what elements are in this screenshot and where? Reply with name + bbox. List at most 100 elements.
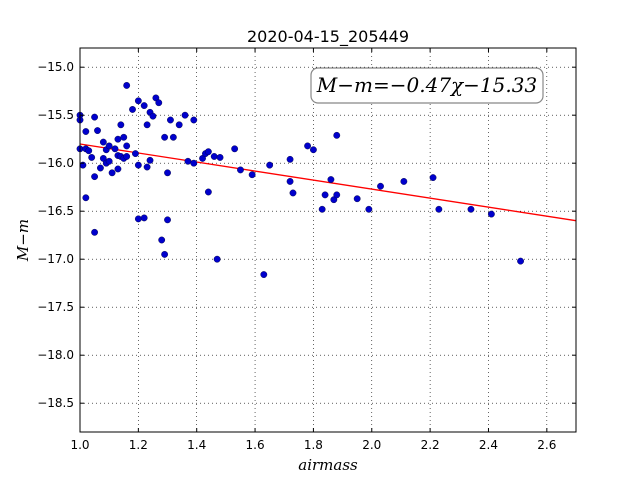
y-tick-label: −18.0	[37, 348, 74, 362]
data-point	[164, 216, 171, 224]
data-point	[140, 214, 148, 222]
data-point	[114, 135, 122, 143]
y-tick-label: −15.5	[37, 108, 74, 122]
y-tick-label: −17.5	[37, 300, 74, 314]
data-point	[429, 174, 437, 182]
data-point	[286, 178, 294, 185]
data-point	[97, 164, 104, 172]
x-tick-label: 1.8	[304, 438, 323, 452]
data-point	[167, 116, 174, 124]
data-point	[286, 155, 294, 163]
chart-title: 2020-04-15_205449	[247, 27, 409, 47]
data-point	[289, 189, 297, 197]
data-point	[143, 121, 151, 129]
data-point	[134, 215, 142, 223]
data-point	[164, 169, 171, 177]
y-tick-label: −17.0	[37, 252, 74, 266]
data-point	[143, 163, 151, 171]
data-point	[155, 99, 163, 107]
data-point	[321, 191, 329, 199]
y-tick-label: −18.5	[37, 396, 74, 410]
data-point	[161, 250, 169, 258]
data-point	[231, 145, 239, 153]
data-point	[88, 154, 96, 161]
x-tick-label: 2.0	[362, 438, 381, 452]
x-tick-label: 1.6	[246, 438, 265, 452]
data-point	[190, 159, 198, 167]
plot-frame	[79, 47, 577, 433]
data-point	[108, 169, 116, 177]
data-point	[140, 102, 148, 110]
data-point	[91, 113, 98, 121]
points-layer	[76, 82, 524, 278]
x-tick-label: 2.2	[421, 438, 440, 452]
data-point	[169, 133, 177, 141]
data-point	[91, 173, 98, 181]
data-point	[94, 127, 101, 134]
data-point	[114, 165, 122, 173]
data-point	[117, 121, 125, 129]
data-point	[377, 182, 384, 190]
data-point	[134, 97, 142, 105]
data-point	[204, 188, 212, 196]
grid-layer	[80, 48, 576, 432]
data-point	[123, 82, 131, 89]
fit-equation: M−m=−0.47χ−15.33	[316, 73, 537, 97]
data-point	[487, 210, 495, 218]
y-tick-label: −15.0	[37, 60, 74, 74]
data-point	[304, 142, 311, 150]
data-point	[327, 176, 335, 183]
data-point	[181, 111, 189, 119]
data-point	[216, 154, 224, 161]
fit-equation-box: M−m=−0.47χ−15.33	[310, 67, 544, 104]
data-point	[213, 255, 221, 263]
y-tick-label: −16.0	[37, 156, 74, 170]
x-axis-label: airmass	[298, 456, 358, 474]
data-point	[210, 153, 218, 160]
x-tick-label: 2.6	[537, 438, 556, 452]
data-point	[146, 156, 154, 164]
data-point	[248, 171, 256, 179]
data-point	[310, 146, 317, 154]
data-point	[111, 145, 119, 153]
data-point	[149, 112, 157, 120]
data-point	[123, 142, 131, 150]
data-point	[353, 195, 361, 203]
data-point	[237, 166, 244, 174]
data-point	[190, 116, 198, 124]
data-point	[400, 178, 408, 185]
data-point	[129, 106, 136, 113]
data-point	[99, 138, 107, 146]
data-point	[517, 257, 524, 265]
data-point	[266, 161, 274, 169]
data-point	[318, 205, 326, 213]
y-tick-label: −16.5	[37, 204, 74, 218]
x-tick-label: 2.4	[479, 438, 498, 452]
data-point	[105, 157, 113, 165]
data-point	[91, 228, 98, 236]
data-point	[333, 131, 341, 139]
data-point	[85, 147, 93, 155]
data-point	[333, 191, 341, 199]
data-point	[132, 150, 139, 158]
fit-line	[79, 143, 577, 222]
x-tick-label: 1.0	[70, 438, 89, 452]
data-point	[175, 121, 183, 129]
fit-equation-frame	[310, 67, 544, 104]
data-point	[161, 133, 169, 141]
data-point	[204, 148, 212, 156]
x-tick-label: 1.2	[129, 438, 148, 452]
fit-layer	[79, 143, 577, 222]
data-point	[120, 133, 128, 141]
data-point	[184, 157, 192, 165]
data-point	[105, 142, 113, 150]
data-point	[260, 271, 268, 278]
data-point	[82, 194, 90, 202]
data-point	[82, 128, 90, 135]
data-point	[435, 205, 443, 213]
x-tick-label: 1.4	[187, 438, 206, 452]
data-point	[365, 205, 373, 213]
ticks-layer: 1.0 1.2 1.4 1.6 1.8 2.0 2.2 2.4 2.6 −15.0 −15.5 −16…	[37, 48, 576, 452]
data-point	[123, 153, 131, 160]
